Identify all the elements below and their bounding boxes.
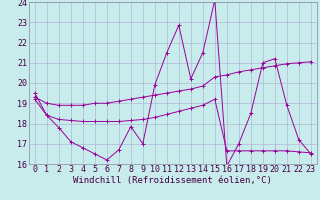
X-axis label: Windchill (Refroidissement éolien,°C): Windchill (Refroidissement éolien,°C) [73, 176, 272, 185]
